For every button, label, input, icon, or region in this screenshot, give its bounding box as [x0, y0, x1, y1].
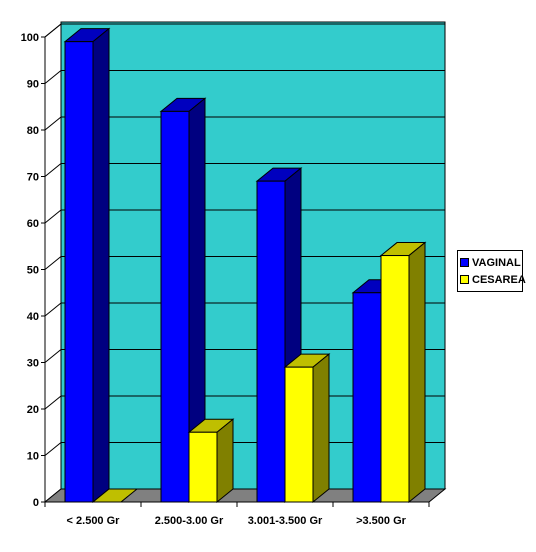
- y-tick-label: 0: [33, 497, 39, 509]
- legend-label-vaginal: VAGINAL: [472, 256, 521, 269]
- legend-swatch-cesarea: [460, 275, 469, 284]
- gridline: [44, 70, 445, 84]
- gridline: [44, 349, 445, 363]
- legend-label-cesarea: CESAREA: [472, 273, 526, 286]
- y-tick-label: 70: [27, 172, 39, 184]
- y-tick-label: 10: [27, 451, 39, 463]
- y-tick-label: 80: [27, 125, 39, 137]
- gridline: [44, 302, 445, 317]
- y-tick-label: 30: [27, 358, 39, 370]
- gridline: [44, 116, 445, 131]
- bars: [63, 27, 427, 504]
- gridline: [44, 23, 445, 38]
- gridline: [44, 163, 445, 177]
- y-tick-label: 40: [27, 311, 39, 323]
- gridline: [44, 209, 445, 224]
- legend-item-cesarea: CESAREA: [460, 271, 526, 288]
- x-category-label: < 2.500 Gr: [67, 515, 121, 527]
- x-axis-labels: < 2.500 Gr 2.500-3.00 Gr 3.001-3.500 Gr >3.…: [44, 502, 430, 527]
- legend-item-vaginal: VAGINAL: [460, 254, 521, 271]
- y-tick-label: 50: [27, 265, 39, 277]
- x-category-label: 2.500-3.00 Gr: [155, 515, 224, 527]
- bar-cesarea-2: [283, 353, 331, 504]
- gridlines: [44, 23, 445, 456]
- x-category-label: >3.500 Gr: [356, 515, 407, 527]
- x-category-label: 3.001-3.500 Gr: [248, 515, 323, 527]
- legend-swatch-vaginal: [460, 258, 469, 267]
- y-tick-label: 20: [27, 404, 39, 416]
- bar-cesarea-3: [379, 241, 427, 504]
- y-tick-label: 90: [27, 79, 39, 91]
- bar-cesarea-1: [187, 418, 235, 504]
- y-axis-ticks: 0 10 20 30 40 50 60 70 80 90 100: [21, 32, 45, 509]
- y-tick-label: 60: [27, 218, 39, 230]
- y-tick-label: 100: [21, 32, 39, 44]
- legend: VAGINAL CESAREA: [457, 250, 526, 292]
- bar-vaginal-0: [63, 27, 111, 504]
- gridline: [44, 256, 445, 270]
